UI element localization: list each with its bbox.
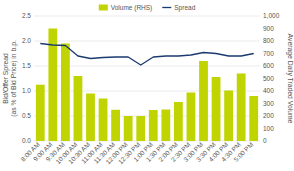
legend: Volume (RHS) Spread (99, 4, 196, 12)
legend-label: Spread (174, 4, 195, 12)
y2-tick-label: 0 (263, 137, 267, 144)
legend-swatch (99, 5, 108, 11)
y-tick-label: 0.5 (22, 112, 31, 119)
y2-tick-label: 300 (263, 100, 274, 107)
y-axis-label: Bid/Offer Spread(as % of Bid Price) in b… (2, 40, 18, 117)
legend-swatch (162, 7, 171, 8)
grid-line (34, 16, 260, 17)
line (40, 44, 253, 66)
y2-tick-label: 600 (263, 62, 274, 69)
y-tick-label: 0.0 (22, 137, 31, 144)
y-tick-label: 1.5 (22, 62, 31, 69)
y-axis-label-line: (as % of Bid Price) in b.p. (10, 40, 18, 117)
x-tick-label: 5:00 PM (232, 141, 254, 163)
bar (36, 85, 45, 141)
bar (249, 96, 258, 141)
marks (36, 29, 258, 142)
bar (187, 93, 196, 142)
y2-tick-label: 700 (263, 50, 274, 57)
chart: 0.0 0.5 1.0 1.5 2.0 2.5 0 100 200 300 400 500 600 700… (0, 0, 294, 171)
bar (212, 77, 221, 141)
grid (34, 16, 260, 141)
y-tick-label: 2.0 (22, 37, 31, 44)
y2-tick-label: 400 (263, 87, 274, 94)
bar (136, 116, 145, 141)
legend-item: Spread (162, 4, 195, 12)
y-tick-label: 2.5 (22, 12, 31, 19)
y2-tick-label: 100 (263, 125, 274, 132)
legend-item: Volume (RHS) (99, 4, 153, 12)
bar (224, 91, 233, 142)
bar (61, 44, 70, 142)
bar (149, 110, 158, 141)
y2-tick-label: 900 (263, 25, 274, 32)
bar (237, 74, 246, 142)
bar (74, 76, 83, 141)
y2-tick-label: 200 (263, 112, 274, 119)
y2-tick-label: 500 (263, 75, 274, 82)
bar (111, 110, 120, 141)
y2-tick-label: 1,000 (263, 12, 280, 19)
y-tick-label: 1.0 (22, 87, 31, 94)
legend-label: Volume (RHS) (111, 4, 153, 12)
bar (86, 94, 95, 142)
y2-tick-label: 800 (263, 37, 274, 44)
bar (199, 61, 208, 141)
bar (124, 116, 133, 141)
y2-axis-label: Average Daily Traded Volume (286, 34, 294, 124)
bar (161, 110, 170, 142)
grid-line (34, 41, 260, 42)
bar (99, 99, 108, 142)
bar (174, 102, 183, 141)
